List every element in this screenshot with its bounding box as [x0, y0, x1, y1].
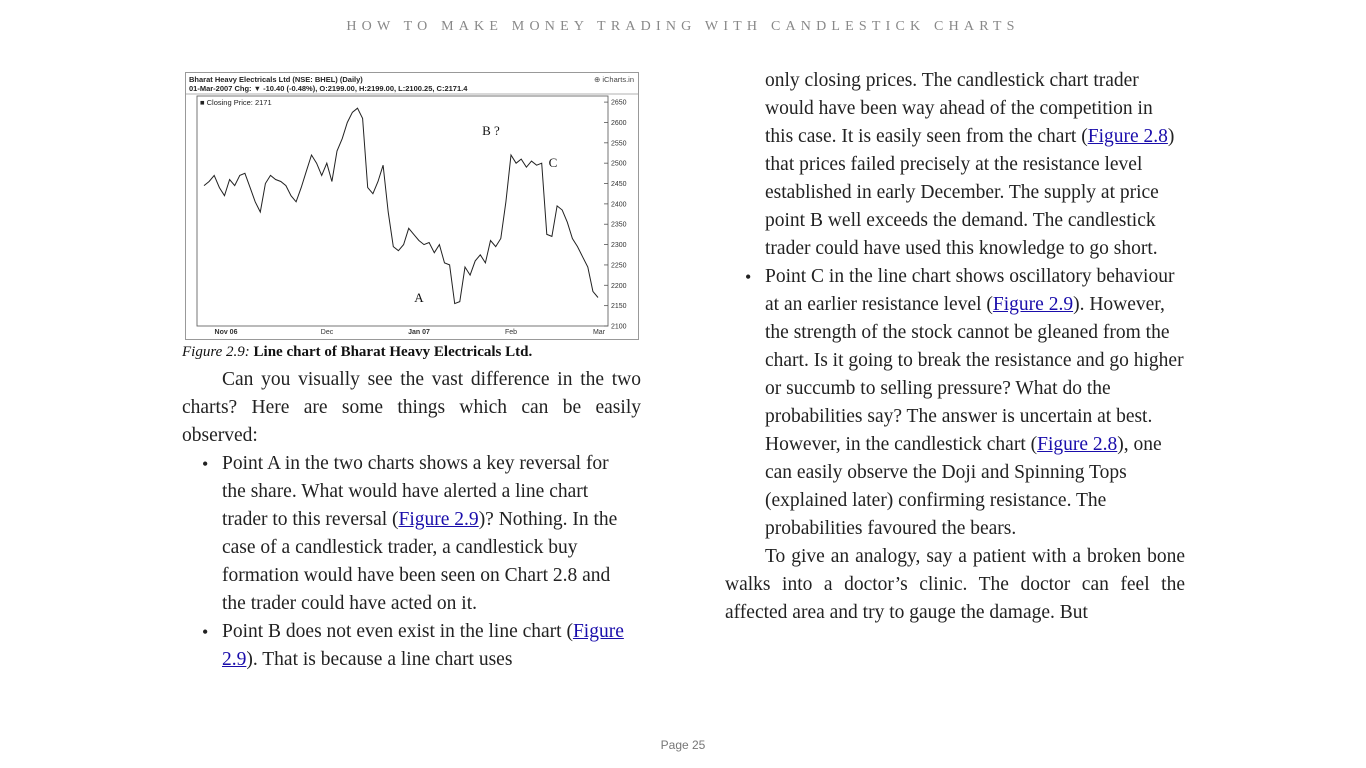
- figure-2-9-chart: Bharat Heavy Electricals Ltd (NSE: BHEL)…: [185, 72, 639, 340]
- list-item-point-c: Point C in the line chart shows oscillat…: [725, 263, 1185, 543]
- chart-annotation: C: [549, 155, 558, 170]
- observations-list: Point A in the two charts shows a key re…: [182, 450, 641, 674]
- chart-header-line1: Bharat Heavy Electricals Ltd (NSE: BHEL)…: [189, 75, 363, 84]
- figure-2-8-link[interactable]: Figure 2.8: [1037, 434, 1118, 455]
- y-tick-label: 2200: [611, 283, 627, 290]
- y-tick-label: 2600: [611, 120, 627, 127]
- analogy-paragraph: To give an analogy, say a patient with a…: [725, 546, 1185, 623]
- right-column: only closing prices. The candlestick cha…: [725, 67, 1185, 627]
- y-tick-label: 2350: [611, 222, 627, 229]
- y-tick-label: 2100: [611, 324, 627, 331]
- figure-2-8-link[interactable]: Figure 2.8: [1087, 126, 1168, 147]
- x-tick-label: Mar: [593, 329, 606, 336]
- y-axis: 2100 2150 2200 2250 2300 2350 2400 2450 2500 2550…: [604, 100, 627, 331]
- observations-list-continued: Point C in the line chart shows oscillat…: [725, 263, 1185, 543]
- x-tick-label: Dec: [321, 329, 334, 336]
- figure-2-9-link[interactable]: Figure 2.9: [222, 621, 624, 670]
- point-a-text-2: )? Nothing. In the case of a candlestick…: [222, 509, 618, 614]
- chart-annotations: A B ? C: [414, 123, 557, 305]
- point-b-continuation: only closing prices. The candlestick cha…: [725, 67, 1185, 263]
- chart-annotation: B ?: [482, 123, 500, 138]
- intro-paragraph: Can you visually see the vast difference…: [182, 369, 641, 446]
- point-b-cont-text-2: ) that prices failed precisely at the re…: [765, 126, 1175, 259]
- chart-legend: ■ Closing Price: 2171: [200, 98, 272, 107]
- point-c-text-1: Point C in the line chart shows oscillat…: [765, 266, 1175, 315]
- chart-brand: ⊕ iCharts.in: [594, 75, 634, 84]
- list-item-point-a: Point A in the two charts shows a key re…: [182, 450, 625, 618]
- y-tick-label: 2250: [611, 262, 627, 269]
- caption-label: Figure 2.9:: [182, 344, 250, 360]
- list-item-point-b: Point B does not even exist in the line …: [182, 618, 625, 674]
- point-b-text-2: ). That is because a line chart uses: [246, 649, 513, 670]
- closing-price-line: [203, 107, 599, 305]
- y-tick-label: 2300: [611, 242, 627, 249]
- x-tick-label: Nov 06: [215, 329, 238, 336]
- x-tick-label: Jan 07: [408, 329, 430, 336]
- plot-area: [196, 95, 609, 327]
- y-tick-label: 2500: [611, 161, 627, 168]
- figure-2-9-link[interactable]: Figure 2.9: [398, 509, 479, 530]
- x-axis: Nov 06 Dec Jan 07 Feb Mar: [215, 329, 606, 336]
- point-b-text-1: Point B does not even exist in the line …: [222, 621, 573, 642]
- y-tick-label: 2650: [611, 100, 627, 107]
- figure-caption: Figure 2.9: Line chart of Bharat Heavy E…: [182, 344, 532, 361]
- caption-title: Line chart of Bharat Heavy Electricals L…: [253, 344, 533, 360]
- running-title: HOW TO MAKE MONEY TRADING WITH CANDLESTI…: [346, 19, 1020, 34]
- figure-2-9-link[interactable]: Figure 2.9: [992, 294, 1074, 315]
- point-c-text-3: ), one can easily observe the Doji and S…: [765, 434, 1162, 539]
- y-tick-label: 2150: [611, 303, 627, 310]
- point-c-text-2: ). However, the strength of the stock ca…: [765, 294, 1184, 455]
- point-a-text-1: Point A in the two charts shows a key re…: [222, 453, 609, 530]
- y-tick-label: 2450: [611, 181, 627, 188]
- closing-price-series: [203, 107, 599, 305]
- x-tick-label: Feb: [505, 329, 517, 336]
- chart-header-line2: 01-Mar-2007 Chg: ▼ -10.40 (-0.48%), O:21…: [189, 84, 468, 93]
- point-b-cont-text-1: only closing prices. The candlestick cha…: [765, 70, 1153, 147]
- left-column: Can you visually see the vast difference…: [182, 366, 641, 674]
- chart-annotation: A: [414, 290, 424, 305]
- y-tick-label: 2550: [611, 140, 627, 147]
- y-tick-label: 2400: [611, 201, 627, 208]
- page-number: Page 25: [660, 738, 706, 752]
